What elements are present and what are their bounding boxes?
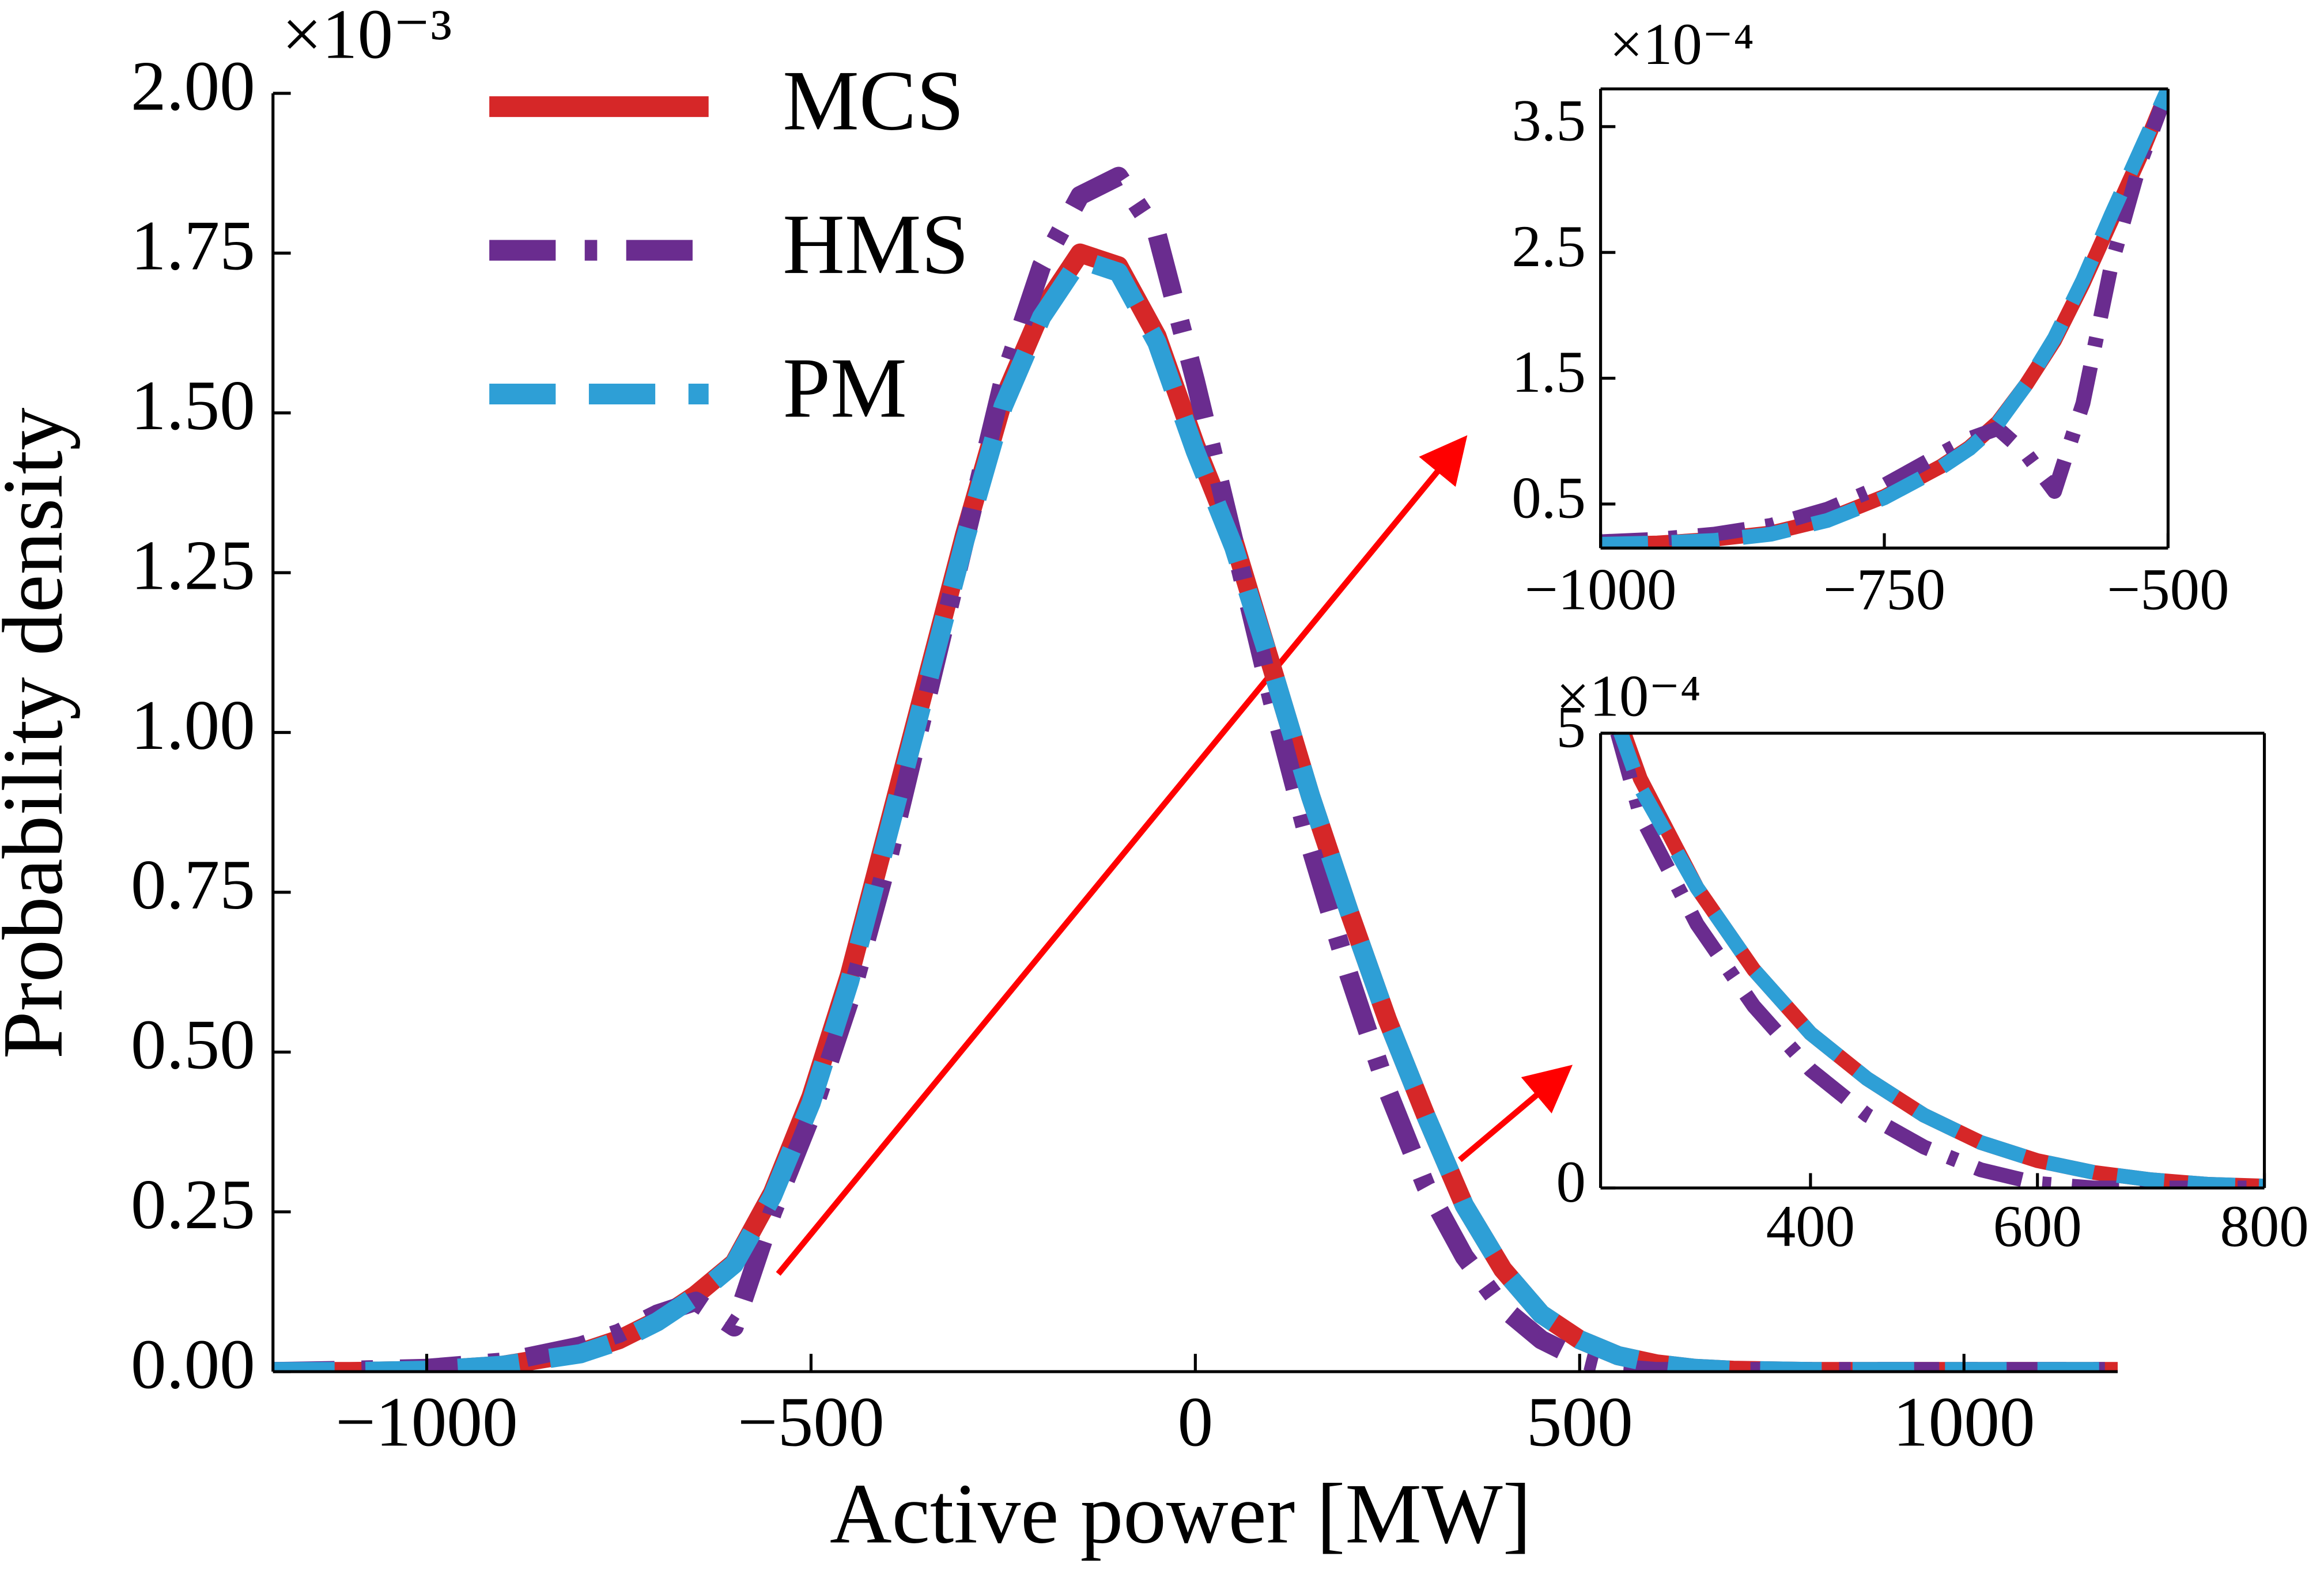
x-tick-label: 400 [1766,1194,1855,1259]
x-tick-label: 1000 [1893,1383,2035,1461]
offset-text: ×10⁻³ [282,0,452,73]
y-tick-label: 0 [1556,1149,1585,1215]
y-tick-label: 0.75 [131,845,255,924]
series-line [273,166,2118,1372]
legend-label: HMS [783,197,969,292]
zoom-arrow [1458,1065,1573,1163]
y-tick-label: 5 [1556,694,1585,760]
y-tick-label: 2.00 [131,46,255,125]
x-axis-label: Active power [MW] [830,1467,1531,1562]
y-tick-label: 0.00 [131,1324,255,1403]
x-tick-label: 0 [1178,1383,1214,1461]
legend-label: PM [783,340,907,436]
y-tick-label: 3.5 [1511,88,1586,153]
series-line [1613,733,2265,1188]
x-tick-label: 500 [1526,1383,1633,1461]
series-line [1600,89,2168,548]
x-tick-label: −500 [738,1383,885,1461]
y-tick-label: 1.50 [131,366,255,445]
x-tick-label: 800 [2220,1194,2308,1259]
legend-label: MCS [783,53,964,148]
y-tick-label: 1.5 [1511,339,1586,405]
series-line [273,249,2118,1372]
offset-text: ×10⁻⁴ [1609,12,1754,77]
zoom-arrow [776,435,1468,1276]
y-tick-label: 2.5 [1511,214,1586,279]
y-axis-label: Probability density [0,407,81,1059]
y-tick-label: 1.25 [131,525,255,604]
y-tick-label: 0.5 [1511,465,1586,531]
series-line [1600,89,2168,548]
y-tick-label: 0.50 [131,1005,255,1084]
y-tick-label: 1.75 [131,206,255,285]
x-tick-label: −1000 [335,1383,517,1461]
series-line [1600,89,2168,548]
x-tick-label: −1000 [1525,556,1677,622]
series-line [1610,733,2265,1188]
x-tick-label: −500 [2107,556,2229,622]
x-tick-label: 600 [1993,1194,2082,1259]
y-tick-label: 1.00 [131,686,255,764]
offset-text: ×10⁻⁴ [1556,663,1701,729]
x-tick-label: −750 [1823,556,1945,622]
y-tick-label: 0.25 [131,1165,255,1244]
